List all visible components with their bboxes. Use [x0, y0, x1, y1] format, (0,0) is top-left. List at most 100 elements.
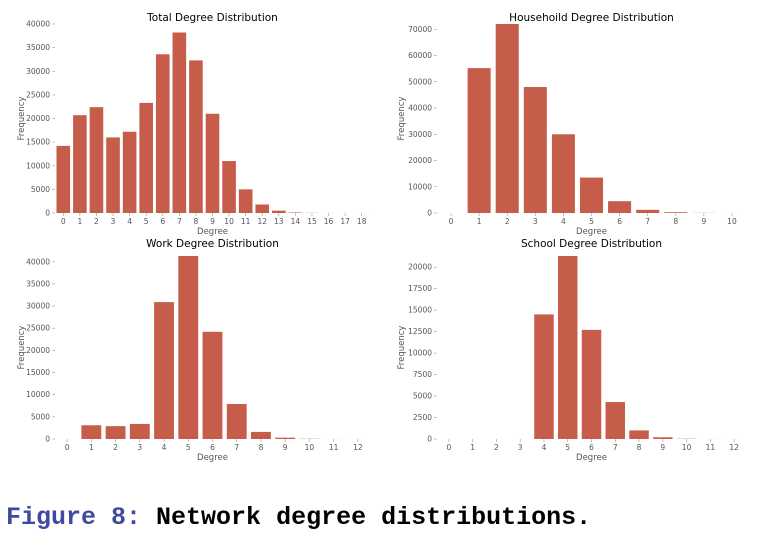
x-tick-label: 3	[533, 217, 538, 226]
bar-2	[106, 426, 126, 439]
bar-6	[156, 54, 170, 213]
bar-9	[206, 114, 220, 213]
bar-0	[56, 146, 70, 213]
y-axis-label: Frequency	[397, 97, 407, 141]
x-tick-label: 4	[127, 217, 132, 226]
x-tick-label: 18	[357, 217, 367, 226]
x-tick-label: 1	[470, 443, 475, 452]
y-tick-label: 30000	[26, 67, 50, 76]
x-tick-label: 0	[61, 217, 66, 226]
y-tick-label: 40000	[408, 104, 432, 113]
y-tick-label: 10000	[26, 390, 50, 399]
y-tick-label: 25000	[26, 324, 50, 333]
y-tick-label: 10000	[26, 161, 50, 170]
x-tick-label: 12	[729, 443, 739, 452]
x-tick-label: 9	[660, 443, 665, 452]
x-tick-label: 2	[505, 217, 510, 226]
bar-8	[189, 60, 203, 213]
bar-4	[534, 314, 553, 439]
bar-8	[664, 212, 687, 213]
bar-8	[251, 432, 271, 439]
y-tick-label: 40000	[26, 20, 50, 29]
chart-title: Total Degree Distribution	[146, 12, 278, 24]
caption-label: Figure 8:	[6, 503, 141, 532]
bar-13	[272, 211, 286, 213]
y-tick-label: 25000	[26, 90, 50, 99]
y-tick-label: 15000	[26, 368, 50, 377]
y-tick-label: 0	[45, 435, 50, 444]
y-tick-label: 0	[45, 209, 50, 218]
x-tick-label: 6	[160, 217, 165, 226]
y-tick-label: 2500	[413, 413, 432, 422]
bar-9	[653, 437, 672, 439]
x-axis-label: Degree	[576, 227, 607, 237]
x-tick-label: 7	[177, 217, 182, 226]
y-tick-label: 20000	[26, 346, 50, 355]
x-tick-label: 10	[682, 443, 692, 452]
bar-2	[496, 24, 519, 213]
x-tick-label: 7	[234, 443, 239, 452]
figure-caption: Figure 8: Network degree distributions.	[6, 503, 591, 532]
y-tick-label: 30000	[26, 302, 50, 311]
bar-10	[222, 161, 236, 213]
x-tick-label: 10	[727, 217, 737, 226]
x-tick-label: 5	[565, 443, 570, 452]
bar-3	[130, 424, 150, 439]
y-tick-label: 5000	[31, 185, 50, 194]
caption-text: Network degree distributions.	[156, 503, 591, 532]
y-tick-label: 40000	[26, 257, 50, 266]
y-axis-label: Frequency	[17, 326, 27, 370]
x-axis-label: Degree	[197, 453, 228, 463]
x-tick-label: 3	[111, 217, 116, 226]
y-tick-label: 7500	[413, 370, 432, 379]
y-tick-label: 0	[427, 435, 432, 444]
y-tick-label: 35000	[26, 43, 50, 52]
bar-1	[81, 425, 101, 439]
x-tick-label: 2	[113, 443, 118, 452]
y-tick-label: 17500	[408, 284, 432, 293]
y-tick-label: 5000	[413, 392, 432, 401]
x-tick-label: 9	[210, 217, 215, 226]
chart-title: Work Degree Distribution	[146, 238, 279, 250]
x-tick-label: 10	[224, 217, 234, 226]
x-tick-label: 7	[613, 443, 618, 452]
x-tick-label: 1	[89, 443, 94, 452]
bar-7	[636, 210, 659, 213]
y-tick-label: 70000	[408, 25, 432, 34]
x-tick-label: 9	[701, 217, 706, 226]
x-tick-label: 17	[340, 217, 350, 226]
x-tick-label: 11	[706, 443, 716, 452]
y-axis-label: Frequency	[397, 326, 407, 370]
y-tick-label: 35000	[26, 279, 50, 288]
x-tick-label: 8	[194, 217, 199, 226]
x-tick-label: 5	[186, 443, 191, 452]
x-tick-label: 13	[274, 217, 284, 226]
x-tick-label: 15	[307, 217, 317, 226]
bar-5	[580, 178, 603, 213]
x-tick-label: 8	[673, 217, 678, 226]
y-tick-label: 30000	[408, 130, 432, 139]
y-tick-label: 50000	[408, 77, 432, 86]
y-tick-label: 10000	[408, 182, 432, 191]
y-tick-label: 60000	[408, 51, 432, 60]
bar-3	[524, 87, 547, 213]
bar-4	[154, 302, 174, 439]
x-tick-label: 2	[494, 443, 499, 452]
x-tick-label: 2	[94, 217, 99, 226]
bar-4	[123, 132, 137, 213]
x-tick-label: 12	[257, 217, 267, 226]
y-tick-label: 15000	[26, 138, 50, 147]
bar-5	[139, 103, 153, 213]
bar-1	[73, 115, 87, 213]
y-tick-label: 12500	[408, 327, 432, 336]
y-tick-label: 20000	[408, 156, 432, 165]
x-tick-label: 3	[137, 443, 142, 452]
bar-7	[606, 402, 625, 439]
x-tick-label: 16	[324, 217, 334, 226]
x-tick-label: 11	[329, 443, 339, 452]
chart-title: School Degree Distribution	[521, 238, 662, 250]
x-tick-label: 0	[446, 443, 451, 452]
bar-7	[173, 33, 187, 213]
